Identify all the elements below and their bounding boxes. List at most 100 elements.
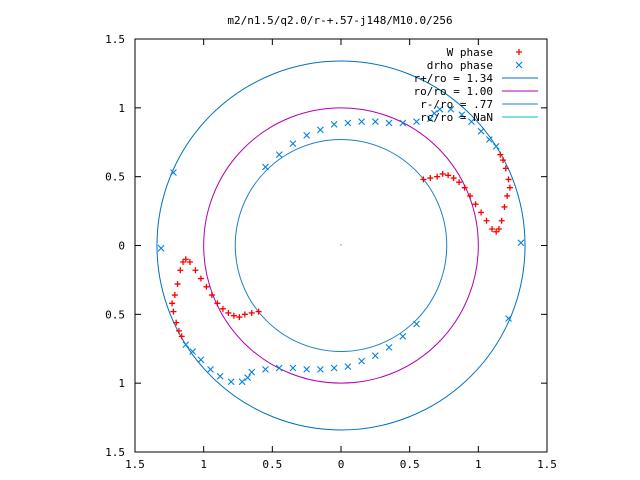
drho-phase-point — [248, 368, 256, 376]
legend-label: W phase — [447, 46, 493, 59]
w-phase-point — [420, 176, 427, 183]
drho-phase-point — [468, 118, 475, 125]
w-phase-point — [450, 175, 457, 182]
data-points — [157, 105, 525, 386]
drho-phase-point — [505, 315, 512, 322]
x-tick-label: 0 — [338, 458, 345, 471]
w-phase-point — [439, 170, 446, 177]
w-phase-point — [225, 309, 232, 316]
drho-phase-point — [262, 366, 269, 373]
w-phase-point — [498, 217, 505, 224]
w-phase-point — [445, 172, 452, 179]
w-phase-point — [248, 309, 255, 316]
w-phase-point — [500, 157, 507, 164]
drho-phase-point — [189, 348, 197, 355]
y-tick-label: 0 — [118, 240, 125, 253]
drho-phase-point — [182, 341, 190, 349]
drho-phase-point — [492, 142, 500, 150]
drho-phase-point — [426, 115, 434, 123]
y-tick-label: 0.5 — [105, 308, 125, 321]
drho-phase-point — [216, 372, 224, 380]
w-phase-point — [186, 259, 193, 266]
w-phase-point — [180, 259, 187, 266]
y-tick-label: 1 — [118, 377, 125, 390]
w-phase-point — [504, 192, 511, 199]
w-phase-point — [169, 300, 176, 307]
w-phase-point — [467, 192, 474, 199]
w-phase-point — [241, 311, 248, 318]
legend-label: rc/ro = NaN — [420, 111, 493, 124]
drho-phase-point — [413, 118, 420, 125]
w-phase-point — [495, 225, 502, 232]
drho-phase-point — [358, 357, 365, 365]
legend-label: r-/ro = .77 — [420, 98, 493, 111]
w-phase-point — [197, 275, 204, 282]
drho-phase-point — [157, 244, 165, 252]
drho-phase-point — [399, 332, 407, 340]
w-phase-point — [502, 165, 509, 172]
w-phase-point — [472, 201, 479, 208]
w-phase-point — [230, 312, 237, 319]
reference-circles — [156, 60, 526, 431]
drho-phase-point — [303, 366, 311, 373]
drho-phase-point — [244, 374, 252, 382]
x-tick-label: 1 — [475, 458, 482, 471]
circle-rro — [156, 60, 526, 431]
x-tick-label: 1.5 — [537, 458, 557, 471]
chart-title: m2/n1.5/q2.0/r-+.57-j148/M10.0/256 — [227, 14, 452, 27]
legend-label: r+/ro = 1.34 — [414, 72, 494, 85]
y-tick-label: 1.5 — [105, 446, 125, 459]
w-phase-point — [208, 292, 215, 299]
w-phase-point — [173, 319, 180, 326]
w-phase-point — [461, 184, 468, 191]
w-phase-point — [178, 333, 185, 340]
drho-phase-point — [238, 378, 246, 386]
w-phase-point — [493, 228, 500, 235]
drho-phase-point — [227, 378, 235, 386]
legend-swatch — [515, 61, 523, 69]
drho-phase-point — [436, 105, 444, 113]
drho-phase-point — [197, 356, 205, 364]
drho-phase-point — [330, 120, 338, 128]
w-phase-point — [174, 281, 181, 288]
w-phase-point — [478, 209, 485, 216]
drho-phase-point — [317, 126, 324, 134]
drho-phase-point — [289, 140, 297, 148]
drho-phase-point — [344, 363, 352, 371]
x-tick-label: 1 — [200, 458, 207, 471]
origin-dot — [340, 244, 342, 246]
legend-swatch — [516, 49, 522, 55]
axis-ticks: 1.5 1 0.5 0 0.5 1 1.51.510.500.511.5 — [105, 33, 557, 471]
drho-phase-point — [399, 119, 407, 127]
legend-label: drho phase — [427, 59, 493, 72]
drho-phase-point — [275, 151, 283, 159]
w-phase-point — [177, 267, 184, 274]
drho-phase-point — [458, 111, 466, 119]
drho-phase-point — [317, 366, 324, 373]
drho-phase-point — [344, 119, 352, 127]
w-phase-point — [171, 292, 178, 299]
drho-phase-point — [371, 352, 379, 360]
w-phase-point — [182, 256, 189, 263]
x-tick-label: 0.5 — [262, 458, 282, 471]
drho-phase-point — [330, 364, 338, 372]
drho-phase-point — [385, 343, 393, 351]
y-tick-label: 0.5 — [105, 171, 125, 184]
w-phase-point — [501, 203, 508, 210]
drho-phase-point — [303, 131, 311, 139]
w-phase-point — [497, 151, 504, 158]
w-phase-point — [214, 300, 221, 307]
w-phase-point — [456, 179, 463, 186]
x-tick-label: 1.5 — [125, 458, 145, 471]
drho-phase-point — [385, 119, 393, 127]
drho-phase-point — [477, 127, 485, 135]
drho-phase-point — [517, 239, 525, 247]
drho-phase-point — [262, 163, 269, 171]
x-tick-label: 0.5 — [400, 458, 420, 471]
w-phase-point — [203, 283, 210, 290]
w-phase-point — [506, 184, 513, 191]
w-phase-point — [175, 327, 182, 334]
w-phase-point — [255, 308, 262, 315]
drho-phase-point — [275, 364, 283, 372]
